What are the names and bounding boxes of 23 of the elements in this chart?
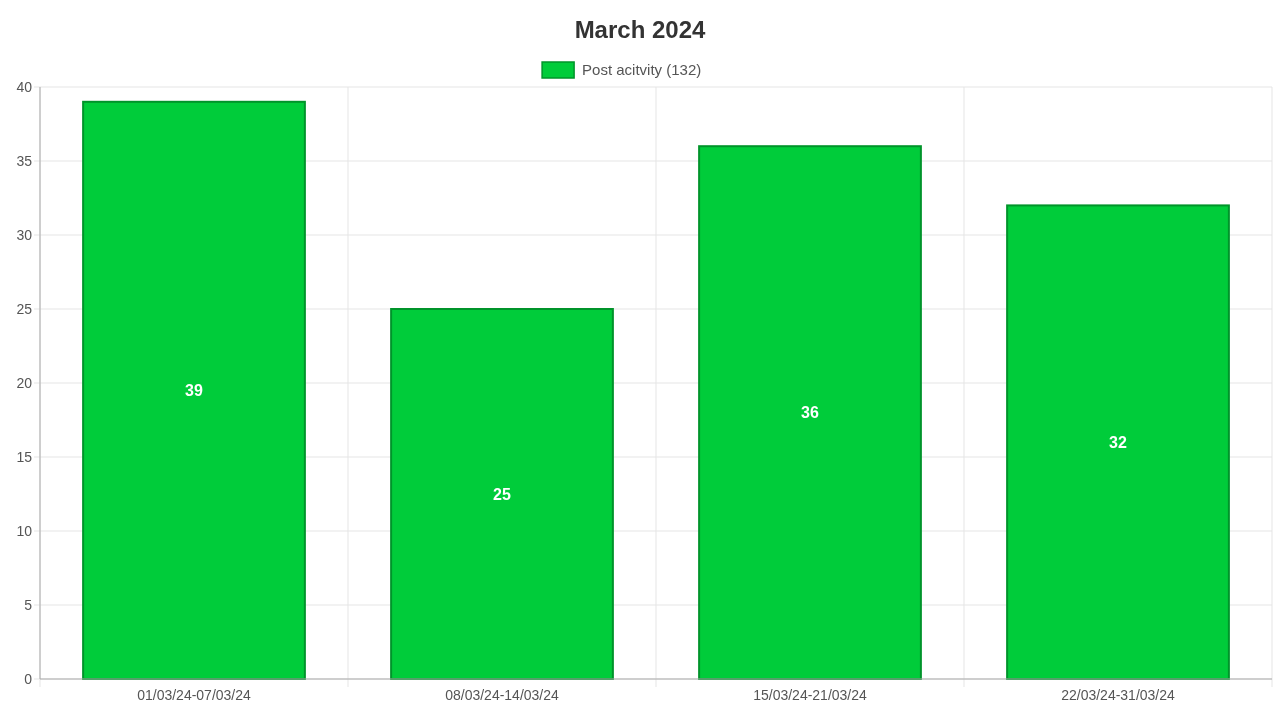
bar	[390, 308, 614, 680]
bar	[82, 100, 306, 680]
y-tick-label: 15	[16, 448, 33, 465]
legend-label: Post acitvity (132)	[582, 61, 702, 79]
x-tick-label: 08/03/24-14/03/24	[445, 686, 560, 703]
y-tick-label: 0	[24, 670, 33, 687]
y-tick-label: 20	[16, 374, 33, 391]
bar	[698, 145, 922, 680]
y-tick-label: 10	[16, 522, 33, 539]
y-tick-label: 25	[16, 300, 33, 317]
data-label: 36	[801, 404, 819, 422]
bar	[1006, 204, 1230, 680]
chart-title: March 2024	[574, 16, 707, 43]
x-tick-label: 15/03/24-21/03/24	[753, 686, 868, 703]
x-tick-label: 22/03/24-31/03/24	[1061, 686, 1176, 703]
data-label: 39	[185, 382, 203, 399]
data-label: 25	[493, 485, 511, 503]
x-tick-label: 01/03/24-07/03/24	[137, 686, 252, 703]
y-tick-label: 30	[16, 226, 33, 243]
y-tick-label: 35	[16, 152, 33, 169]
y-tick-label: 5	[24, 596, 33, 613]
y-tick-label: 40	[16, 78, 33, 95]
data-label: 32	[1109, 433, 1127, 451]
